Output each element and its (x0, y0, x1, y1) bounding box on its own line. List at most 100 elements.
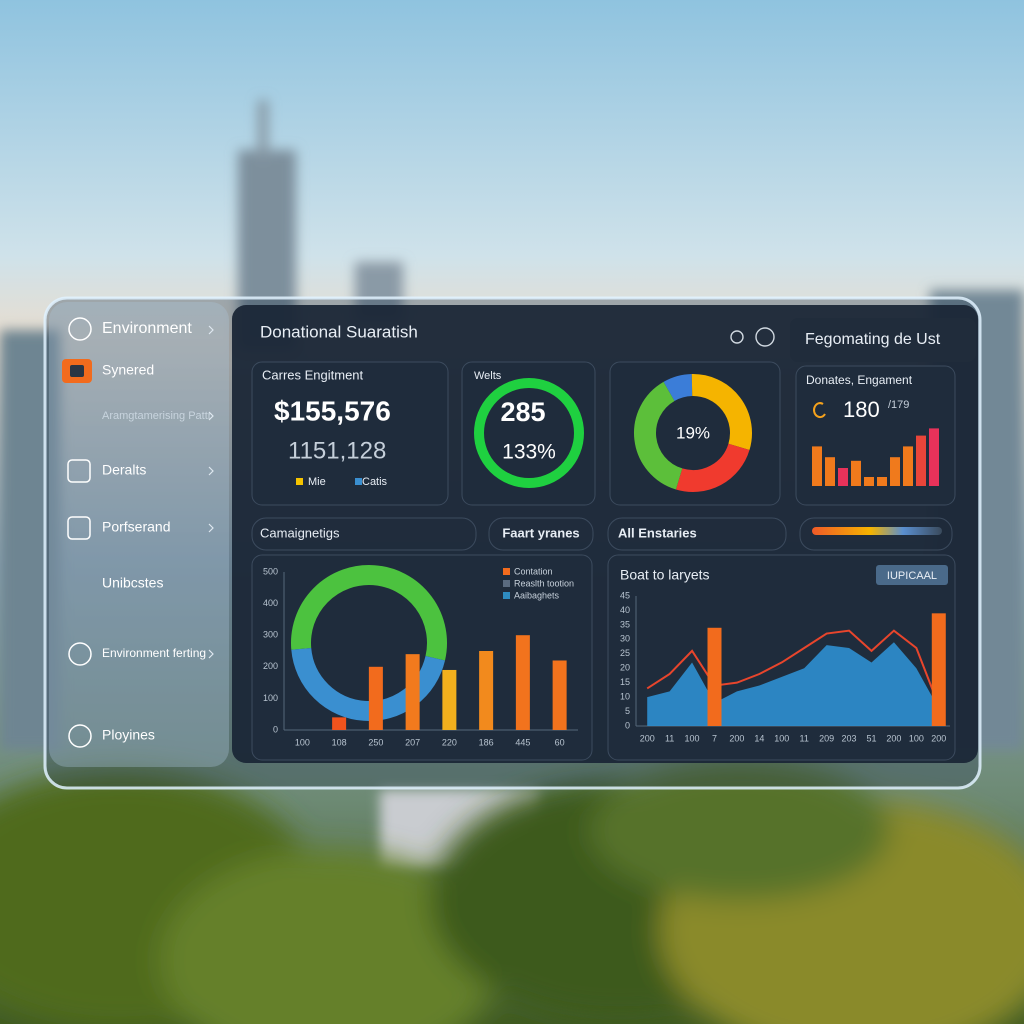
ring-segment (291, 647, 445, 721)
x-tick-label: 203 (842, 733, 857, 743)
amount: $155,576 (274, 395, 391, 426)
ring-gauge (474, 378, 584, 488)
ring-segment (675, 443, 750, 492)
header-icon[interactable] (730, 330, 744, 344)
y-tick-label: 40 (620, 605, 630, 615)
tab[interactable] (488, 517, 594, 551)
card-title: Carres Engitment (262, 367, 364, 382)
progress-box (799, 517, 953, 551)
ring-segment (691, 374, 752, 451)
bar (890, 457, 900, 486)
bar (877, 477, 887, 486)
y-tick-label: 25 (620, 648, 630, 658)
x-tick-label: 51 (866, 733, 876, 743)
card-title: Donates, Engament (806, 373, 913, 387)
tab-label[interactable]: Faart yranes (502, 525, 579, 540)
bar (838, 468, 848, 486)
bar (479, 651, 494, 730)
legend-label: Catis (362, 476, 388, 488)
bar (405, 654, 420, 730)
panel-title: Fegomating de Ust (805, 331, 941, 348)
card (795, 365, 956, 506)
y-tick-label: 5 (625, 706, 630, 716)
bar (707, 627, 722, 726)
bar (825, 457, 835, 486)
button-label[interactable]: IUPICAAL (887, 570, 937, 582)
bar (812, 446, 822, 486)
y-tick-label: 500 (263, 566, 278, 576)
y-tick-label: 35 (620, 619, 630, 629)
nav-item[interactable]: Environment (102, 320, 192, 337)
tab-label[interactable]: Camaignetigs (260, 525, 340, 540)
x-tick-label: 100 (774, 733, 789, 743)
card (251, 361, 449, 506)
y-tick-label: 400 (263, 598, 278, 608)
value-label: 180 (843, 397, 880, 422)
x-tick-label: 14 (754, 733, 764, 743)
x-tick-label: 220 (442, 737, 457, 747)
ring-segment (634, 381, 683, 490)
bar (916, 435, 926, 486)
x-tick-label: 186 (479, 737, 494, 747)
legend-label: Contation (514, 566, 553, 576)
bar (442, 669, 457, 730)
x-tick-label: 100 (909, 733, 924, 743)
bar (903, 446, 913, 486)
legend-swatch (503, 580, 510, 587)
legend-label: Mie (308, 476, 326, 488)
nav-item[interactable]: Deralts (102, 462, 146, 478)
x-tick-label: 445 (515, 737, 530, 747)
ring-value: 285 (500, 397, 545, 427)
x-tick-label: 250 (368, 737, 383, 747)
center-label: 19% (676, 423, 710, 442)
x-tick-label: 100 (295, 737, 310, 747)
sidebar (49, 302, 229, 767)
nav-item[interactable]: Synered (102, 362, 154, 378)
x-tick-label: 100 (685, 733, 700, 743)
nav-item[interactable]: Unibcstes (102, 575, 163, 591)
ring-percent: 133% (502, 441, 556, 464)
nav-item[interactable]: Aramgtamerising Pattr (102, 410, 212, 422)
x-tick-label: 207 (405, 737, 420, 747)
nav-icon (70, 365, 84, 377)
icon (813, 402, 826, 419)
x-tick-label: 60 (555, 737, 565, 747)
y-tick-label: 100 (263, 693, 278, 703)
nav-item[interactable]: Porfserand (102, 519, 170, 535)
legend-swatch (503, 568, 510, 575)
bar (931, 613, 946, 726)
count: 1151,128 (288, 437, 386, 464)
nav-item[interactable]: Ployines (102, 727, 155, 743)
nav-icon (68, 642, 92, 666)
bar (929, 428, 939, 486)
header-icon[interactable] (755, 327, 775, 347)
x-tick-label: 108 (332, 737, 347, 747)
ring-segment (663, 374, 693, 402)
y-tick-label: 0 (625, 720, 630, 730)
line (646, 629, 940, 707)
x-tick-label: 200 (886, 733, 901, 743)
legend-swatch (296, 478, 303, 485)
x-tick-label: 200 (729, 733, 744, 743)
y-tick-label: 30 (620, 634, 630, 644)
bar (515, 635, 530, 730)
chevrons (208, 325, 214, 659)
tab[interactable] (607, 517, 787, 551)
legend-label: Reaslth tootion (514, 578, 574, 588)
x-tick-label: 200 (931, 733, 946, 743)
bar (332, 717, 347, 730)
sub-label: /179 (888, 399, 909, 411)
nav-item[interactable]: Environment ferting (102, 646, 206, 660)
x-tick-label: 200 (640, 733, 655, 743)
tab-label[interactable]: All Enstaries (618, 525, 697, 540)
x-tick-label: 11 (800, 733, 809, 743)
tab[interactable] (251, 517, 477, 551)
background-trees (0, 760, 1024, 1024)
y-tick-label: 45 (620, 590, 630, 600)
x-tick-label: 11 (665, 733, 674, 743)
legend-swatch (503, 592, 510, 599)
y-tick-label: 10 (620, 691, 630, 701)
card-title: Welts (474, 370, 502, 382)
dashboard-title: Donational Suaratish (260, 322, 418, 341)
legend-swatch (355, 478, 362, 485)
